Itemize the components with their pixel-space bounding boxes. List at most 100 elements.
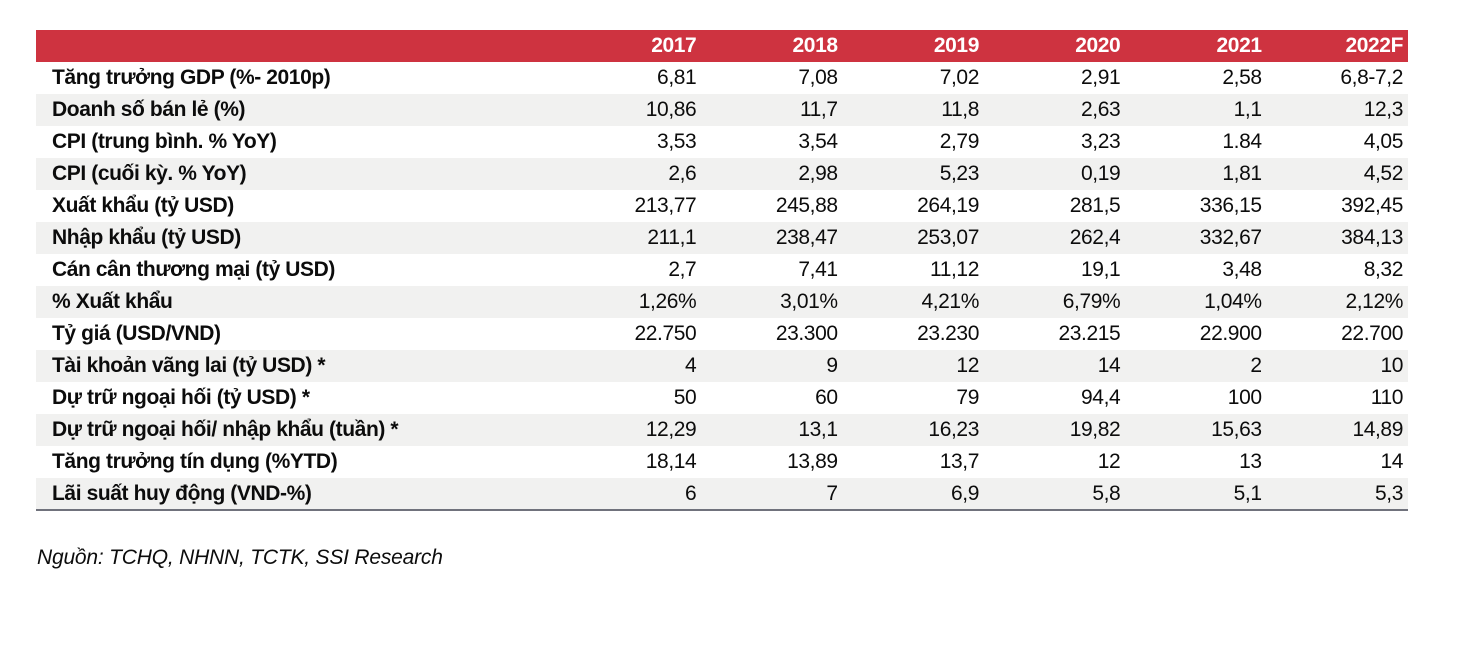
cell-value: 8,32 [1363, 258, 1404, 281]
cell-value: 12 [1097, 450, 1121, 473]
cell-value: 6 [685, 481, 697, 505]
row-label: CPI (trung bình. % YoY) [52, 130, 277, 153]
table-row: Nhập khẩu (tỷ USD) 211,1 238,47 253,07 262,4… [36, 222, 1408, 254]
cell-value: 7,02 [939, 66, 980, 89]
cell-value: 16,23 [928, 418, 979, 441]
row-label: Xuất khẩu (tỷ USD) [52, 194, 234, 217]
cell-value: 238,47 [775, 226, 838, 249]
cell-value: 2 [1250, 354, 1262, 377]
cell-value: 4,52 [1363, 162, 1404, 185]
row-label: CPI (cuối kỳ. % YoY) [52, 162, 247, 185]
row-label: Tăng trưởng GDP (%- 2010p) [52, 66, 331, 89]
cell-value: 14 [1097, 354, 1121, 377]
row-label: Tỷ giá (USD/VND) [52, 322, 221, 345]
cell-value: 12,29 [645, 418, 697, 441]
cell-value: 2,91 [1081, 66, 1121, 89]
table-row: Dự trữ ngoại hối/ nhập khẩu (tuần) * 12,2… [36, 414, 1408, 446]
table-row: CPI (trung bình. % YoY) 3,53 3,54 2,79 3,23 1… [36, 126, 1408, 158]
cell-value: 2,63 [1081, 98, 1121, 121]
cell-value: 3,54 [798, 130, 838, 153]
cell-value: 253,07 [917, 226, 979, 249]
table-row: CPI (cuối kỳ. % YoY) 2,6 2,98 5,23 0,19 1,81 4… [36, 158, 1408, 190]
cell-value: 14 [1380, 450, 1403, 473]
cell-value: 392,45 [1341, 194, 1403, 217]
cell-value: 100 [1227, 386, 1262, 409]
header-year-2022F: 2022F [1266, 30, 1408, 62]
cell-value: 11,8 [941, 98, 979, 121]
cell-value: 245,88 [775, 194, 838, 217]
cell-value: 1,04% [1204, 290, 1262, 313]
cell-value: 4 [685, 354, 697, 377]
cell-value: 15,63 [1211, 418, 1262, 441]
cell-value: 19,82 [1069, 418, 1121, 441]
cell-value: 6,79% [1062, 290, 1121, 313]
row-label: Cán cân thương mại (tỷ USD) [52, 258, 336, 281]
table-row: Lãi suất huy động (VND-%) 6 7 6,9 5,8 5,1 5,3 [36, 478, 1408, 510]
macro-economic-table: 2017 2018 2019 2020 2021 2022F Tăng trưởng GD… [36, 30, 1408, 511]
cell-value: 10 [1380, 354, 1403, 377]
cell-value: 18,14 [645, 450, 697, 473]
cell-value: 14,89 [1352, 418, 1403, 441]
header-year-2018: 2018 [701, 30, 843, 62]
table-row: Cán cân thương mại (tỷ USD) 2,7 7,41 11,12 1… [36, 254, 1408, 286]
row-label: Tài khoản vãng lai (tỷ USD) * [52, 354, 326, 377]
table-row: % Xuất khẩu 1,26% 3,01% 4,21% 6,79% 1,04% 2,12… [36, 286, 1408, 318]
cell-value: 281,5 [1069, 194, 1121, 217]
cell-value: 13,89 [787, 450, 838, 473]
cell-value: 7 [826, 481, 838, 505]
cell-value: 22.750 [634, 322, 697, 345]
cell-value: 50 [673, 386, 697, 409]
cell-value: 262,4 [1069, 226, 1121, 249]
row-label: Lãi suất huy động (VND-%) [52, 481, 312, 505]
cell-value: 23.215 [1058, 322, 1121, 345]
row-label: Dự trữ ngoại hối (tỷ USD) * [52, 386, 310, 409]
table-row: Tăng trưởng GDP (%- 2010p) 6,81 7,08 7,02 2,… [36, 62, 1408, 94]
cell-value: 23.300 [775, 322, 838, 345]
cell-value: 2,6 [668, 162, 697, 185]
table-row: Tỷ giá (USD/VND) 22.750 23.300 23.230 23.215… [36, 318, 1408, 350]
cell-value: 4,05 [1363, 130, 1404, 153]
cell-value: 6,9 [950, 481, 979, 505]
cell-value: 22.700 [1341, 322, 1403, 345]
table-row: Dự trữ ngoại hối (tỷ USD) * 50 60 79 94,4 100… [36, 382, 1408, 414]
cell-value: 211,1 [647, 226, 697, 249]
cell-value: 12,3 [1363, 98, 1404, 121]
cell-value: 1,1 [1233, 98, 1262, 121]
cell-value: 2,98 [798, 162, 838, 185]
cell-value: 12 [956, 354, 979, 377]
cell-value: 3,48 [1222, 258, 1262, 281]
cell-value: 13,1 [798, 418, 838, 441]
cell-value: 5,23 [939, 162, 980, 185]
header-label-cell [36, 30, 560, 62]
cell-value: 7,41 [798, 258, 838, 281]
cell-value: 23.230 [917, 322, 979, 345]
cell-value: 60 [815, 386, 838, 409]
cell-value: 79 [956, 386, 979, 409]
cell-value: 9 [826, 354, 838, 377]
row-label: Tăng trưởng tín dụng (%YTD) [52, 450, 338, 473]
cell-value: 3,53 [657, 130, 697, 153]
cell-value: 213,77 [634, 194, 697, 217]
row-label: % Xuất khẩu [52, 290, 173, 313]
header-year-2020: 2020 [983, 30, 1126, 62]
cell-value: 2,79 [939, 130, 980, 153]
cell-value: 6,8-7,2 [1340, 66, 1403, 89]
cell-value: 1,26% [638, 290, 697, 313]
cell-value: 94,4 [1081, 386, 1121, 409]
row-label: Dự trữ ngoại hối/ nhập khẩu (tuần) * [52, 418, 399, 441]
source-note: Nguồn: TCHQ, NHNN, TCTK, SSI Research [37, 546, 443, 569]
cell-value: 11,7 [799, 98, 838, 121]
cell-value: 13,7 [939, 450, 980, 473]
header-year-2019: 2019 [842, 30, 984, 62]
table-row: Tăng trưởng tín dụng (%YTD) 18,14 13,89 13,… [36, 446, 1408, 478]
cell-value: 5,1 [1233, 481, 1262, 505]
cell-value: 336,15 [1199, 194, 1262, 217]
cell-value: 5,8 [1092, 481, 1121, 505]
cell-value: 7,08 [798, 66, 838, 89]
cell-value: 10,86 [645, 98, 697, 121]
cell-value: 3,23 [1081, 130, 1121, 153]
header-year-2021: 2021 [1125, 30, 1267, 62]
cell-value: 2,12% [1345, 290, 1403, 313]
row-label: Doanh số bán lẻ (%) [52, 98, 246, 121]
header-year-2017: 2017 [560, 30, 702, 62]
